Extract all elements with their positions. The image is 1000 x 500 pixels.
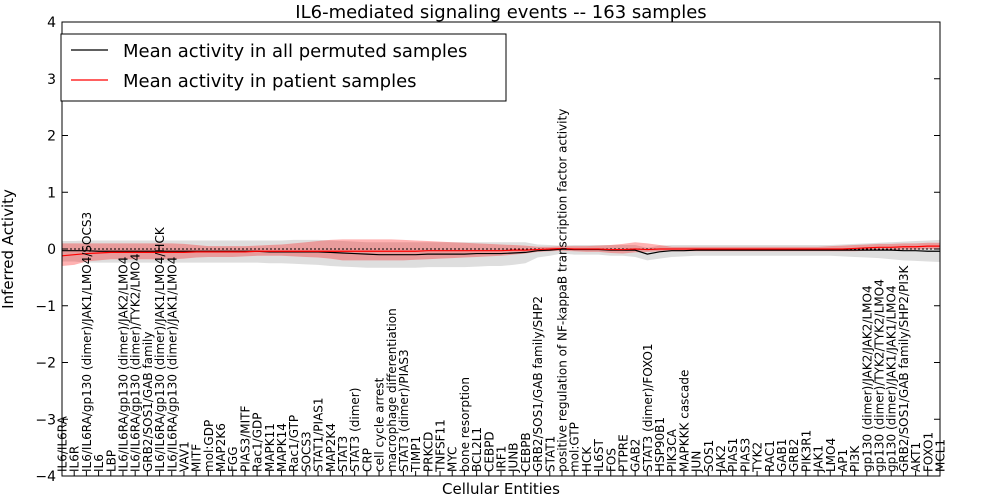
category-label: HCK [580, 446, 594, 472]
category-label: IL6 [92, 454, 106, 472]
category-label: GRB2 [787, 438, 801, 472]
category-label: LMO4 [824, 438, 838, 472]
category-label: SOS1 [702, 440, 716, 472]
category-label: gp130 (dimer)/TYK2/TYK2/LMO4 [873, 279, 887, 472]
legend-label-patient: Mean activity in patient samples [123, 71, 417, 92]
legend-box [60, 33, 507, 102]
category-label: PIAS3/MITF [238, 405, 252, 472]
category-label: JUN [690, 451, 704, 473]
category-label: GAB2 [629, 439, 643, 472]
category-label: positive regulation of NF-kappaB transcr… [555, 109, 569, 472]
y-tick-label: −2 [35, 356, 56, 372]
category-label: CEBPB [519, 432, 533, 472]
category-label: PTPRE [616, 434, 630, 472]
x-axis [61, 471, 941, 476]
category-label: MITF [190, 444, 204, 472]
category-label: FOXO1 [921, 432, 935, 472]
lines-layer [61, 245, 940, 257]
category-label: IL6R [68, 446, 82, 472]
category-label: Rac1/GDP [251, 413, 265, 472]
category-label: FGG [226, 447, 240, 473]
category-label: VAV1 [177, 441, 191, 472]
category-label: HSP90B1 [653, 417, 667, 472]
category-label: IL6ST [592, 439, 606, 472]
legend-label-permuted: Mean activity in all permuted samples [123, 41, 467, 62]
y-tick-label: 0 [47, 242, 56, 258]
category-label: IL6/IL6RA [56, 415, 70, 472]
category-label: FOS [604, 448, 618, 472]
category-label: IL6/IL6RA/gp130 (dimer)/JAK1/LMO4/SOCS3 [80, 212, 94, 472]
category-label: PRKCD [421, 432, 435, 472]
category-label: MYC [446, 447, 460, 472]
category-label: cell cycle arrest [373, 377, 387, 472]
category-label: TYK2 [751, 442, 765, 473]
category-label: JAK2 [714, 445, 728, 473]
category-label: mol:GTP [568, 422, 582, 472]
category-label: RAC1 [763, 440, 777, 472]
category-label: mol:GDP [202, 420, 216, 472]
category-label: STAT3 (dimer)/PIAS3 [397, 349, 411, 472]
category-label: MAPK14 [275, 423, 289, 472]
category-label: MAPKKK cascade [677, 370, 691, 472]
category-label: AKT1 [909, 442, 923, 472]
category-label: IRF1 [495, 446, 509, 472]
category-label: GRB2/SOS1/GAB family/SHP2 [531, 296, 545, 472]
category-label: STAT3 (dimer)/FOXO1 [641, 343, 655, 472]
category-label: CRP [360, 448, 374, 472]
x-axis-label: Cellular Entities [442, 480, 560, 498]
y-tick-label: −4 [35, 469, 56, 485]
category-label: STAT3 [336, 436, 350, 472]
category-label: JAK1 [812, 445, 826, 473]
category-label: TNFSF11 [434, 419, 448, 473]
category-label: PIAS3 [738, 438, 752, 472]
category-label: Rac1/GTP [287, 415, 301, 472]
y-tick-label: 4 [47, 15, 56, 31]
y-tick-label: 2 [47, 129, 56, 145]
category-label: IL6/IL6RA/gp130 (dimer)/JAK1/LMO4/HCK [153, 226, 167, 472]
chart-title: IL6-mediated signaling events -- 163 sam… [295, 2, 706, 23]
category-label: AP1 [836, 449, 850, 472]
category-label: SOCS3 [299, 431, 313, 472]
category-label: GRB2/SOS1/GAB family [141, 332, 155, 473]
category-label: GAB1 [775, 439, 789, 472]
category-label: PI3K [848, 445, 862, 472]
category-label: STAT3 (dimer) [348, 388, 362, 472]
band-patient [62, 239, 940, 267]
y-axis-label: Inferred Activity [0, 189, 17, 309]
y-tick-label: −3 [35, 412, 56, 428]
category-label: MAP2K6 [214, 423, 228, 472]
category-label: IL6/IL6RA/gp130 (dimer)/JAK1/LMO4 [165, 257, 179, 472]
category-label: TIMP1 [409, 436, 423, 473]
category-label: BCL2L1 [470, 427, 484, 472]
category-label: PIAS1 [726, 438, 740, 472]
category-label: MAP2K4 [324, 423, 338, 472]
series-line-patient [61, 245, 940, 257]
legend: Mean activity in all permuted samples Me… [60, 33, 507, 102]
category-label: macrophage differentiation [385, 308, 399, 472]
category-label: IL6/IL6RA/gp130 (dimer)/JAK2/LMO4 [116, 257, 130, 472]
y-tick-label: 1 [47, 185, 56, 201]
y-tick-label: −1 [35, 299, 56, 315]
category-label: STAT1 [543, 436, 557, 472]
category-label: MCL1 [934, 439, 948, 472]
category-label: MAPK11 [263, 423, 277, 472]
category-label: bone resorption [458, 377, 472, 472]
category-label: LBP [104, 450, 118, 472]
category-label: PIK3CA [665, 428, 679, 472]
category-label: STAT1/PIAS1 [312, 397, 326, 472]
category-label: PIK3R1 [799, 430, 813, 472]
category-label: gp130 (dimer)/JAK1/JAK1/LMO4 [885, 285, 899, 472]
category-label: IL6/IL6RA/gp130 (dimer)/TYK2/LMO4 [129, 253, 143, 472]
category-label: gp130 (dimer)/JAK2/JAK2/LMO4 [860, 285, 874, 472]
category-label: CEBPD [482, 431, 496, 472]
y-tick-label: 3 [47, 72, 56, 88]
category-label: JUNB [507, 442, 521, 473]
category-label: GRB2/SOS1/GAB family/SHP2/PI3K [897, 264, 911, 472]
y-axis: −4 −3 −2 −1 0 1 2 3 4 [35, 15, 940, 485]
